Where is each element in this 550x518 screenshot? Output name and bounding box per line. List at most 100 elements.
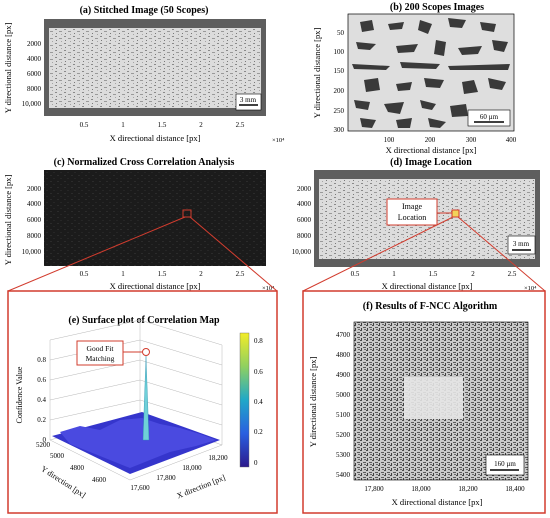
panel-f-ytick: 5100	[336, 411, 351, 419]
panel-b-xtick: 200	[425, 136, 436, 144]
panel-c-exponent: ×10⁴	[262, 285, 275, 292]
panel-c-ytick: 6000	[27, 216, 42, 224]
panel-f-xtick: 18,400	[505, 485, 525, 493]
panel-d-xtick: 1	[392, 270, 396, 278]
panel-e-colorbar-tick: 0	[254, 459, 258, 467]
panel-f-yticks: 4700 4800 4900 5000 5100 5200 5300 5400	[336, 331, 351, 479]
panel-f-scalebar-label: 160 µm	[494, 460, 516, 468]
panel-e-ztick: 0.4	[37, 396, 46, 404]
panel-b-scalebar-label: 60 µm	[480, 113, 499, 121]
panel-a-scalebar-label: 3 mm	[240, 96, 257, 104]
panel-f-ytick: 5200	[336, 431, 351, 439]
panel-a-ylabel: Y directional distance [px]	[3, 23, 13, 114]
panel-f-matched-region	[404, 377, 463, 419]
panel-f: (f) Results of F-NCC Algorithm 160 µm 47…	[302, 290, 546, 514]
panel-e-ytick: 4800	[70, 464, 85, 472]
connector-d-to-f-right	[457, 216, 546, 292]
panel-c-xtick: 1	[121, 270, 125, 278]
panel-f-ytick: 5400	[336, 471, 351, 479]
panel-e-frame	[7, 290, 278, 514]
panel-a-ytick: 6000	[27, 70, 42, 78]
panel-c-xlabel: X directional distance [px]	[110, 281, 201, 291]
panel-b-xtick: 100	[384, 136, 395, 144]
panel-e-xtick: 17,800	[156, 474, 176, 482]
panel-e-peak-marker	[142, 348, 150, 356]
panel-c-xtick: 2.5	[236, 270, 245, 278]
panel-d-ytick: 2000	[297, 185, 312, 193]
panel-a-stitched-image	[49, 28, 261, 108]
panel-d-xlabel: X directional distance [px]	[382, 281, 473, 291]
panel-d-ytick: 6000	[297, 216, 312, 224]
panel-a-xtick: 0.5	[80, 121, 89, 129]
panel-a-xlabel: X directional distance [px]	[110, 133, 201, 143]
panel-d-xticks: 0.5 1 1.5 2 2.5	[351, 270, 517, 278]
panel-a-title: (a) Stitched Image (50 Scopes)	[80, 5, 209, 16]
panel-f-xtick: 17,800	[364, 485, 384, 493]
panel-c-correlation-map	[44, 170, 266, 266]
panel-b-ytick: 200	[334, 87, 345, 95]
connector-c-to-e-left	[7, 216, 186, 292]
panel-d-scalebar-label: 3 mm	[513, 240, 530, 248]
panel-c-ytick: 4000	[27, 200, 42, 208]
panel-e-callout-line1: Good Fit	[87, 344, 115, 353]
panel-e-colorbar-tick: 0.2	[254, 428, 263, 436]
panel-a-ytick: 8000	[27, 85, 42, 93]
panel-c-ytick: 8000	[27, 232, 42, 240]
panel-d-ytick: 8000	[297, 232, 312, 240]
panel-b-yticks: 50 100 150 200 250 300	[334, 29, 345, 134]
panel-d-callout-line2: Location	[398, 213, 426, 222]
panel-c-ytick: 2000	[27, 185, 42, 193]
panel-a-xtick: 1.5	[158, 121, 167, 129]
panel-c-match-box	[182, 209, 192, 218]
panel-f-ytick: 4700	[336, 331, 351, 339]
panel-c-xtick: 2	[199, 270, 203, 278]
panel-b-ytick: 100	[334, 48, 345, 56]
connector-c-to-e-right	[189, 216, 278, 292]
panel-b-xlabel: X directional distance [px]	[386, 145, 477, 155]
panel-b: (b) 200 Scopes Images	[312, 2, 517, 155]
panel-f-xtick: 18,000	[411, 485, 431, 493]
panel-c: (c) Normalized Cross Correlation Analysi…	[3, 157, 275, 292]
panel-e-ztick: 0.6	[37, 376, 46, 384]
panel-d-xtick: 2.5	[508, 270, 517, 278]
panel-e-ytick: 4600	[92, 476, 107, 484]
panel-f-ytick: 5000	[336, 391, 351, 399]
panel-e: (e) Surface plot of Correlation Map	[7, 290, 278, 514]
panel-c-xtick: 0.5	[80, 270, 89, 278]
panel-f-title: (f) Results of F-NCC Algorithm	[363, 301, 498, 312]
panel-e-colorbar	[239, 332, 250, 468]
panel-f-ylabel: Y directional distance [px]	[308, 357, 318, 448]
panel-e-xtick: 18,000	[182, 464, 202, 472]
panel-d-callout-box	[386, 198, 438, 226]
panel-c-ytick: 10,000	[22, 248, 42, 256]
panel-a-exponent: ×10⁴	[272, 137, 285, 144]
panel-e-ztick: 0.2	[37, 416, 46, 424]
panel-e-xtick: 17,600	[130, 484, 150, 492]
panel-a-ytick: 10,000	[22, 100, 42, 108]
panel-d: (d) Image Location Image Location 3 mm 2…	[292, 157, 540, 292]
panel-e-ytick: 5000	[50, 452, 65, 460]
panel-c-title: (c) Normalized Cross Correlation Analysi…	[54, 157, 235, 168]
panel-e-zticks: 0 0.2 0.4 0.6 0.8	[37, 356, 46, 444]
panel-a-ytick: 4000	[27, 55, 42, 63]
panel-a-scalebar-box	[235, 93, 262, 111]
panel-e-zlabel: Confidence Value	[15, 366, 24, 423]
panel-b-xtick: 400	[506, 136, 517, 144]
panel-f-xlabel: X directional distance [px]	[392, 497, 483, 507]
panel-f-ytick: 4900	[336, 371, 351, 379]
panel-d-yticks: 2000 4000 6000 8000 10,000	[292, 185, 312, 256]
panel-e-ytick: 5200	[36, 441, 51, 449]
panel-e-correlation-peak	[142, 355, 150, 441]
panel-a-ytick: 2000	[27, 40, 42, 48]
panel-b-xticks: 100 200 300 400	[384, 136, 517, 144]
panel-c-ylabel: Y directional distance [px]	[3, 175, 13, 266]
panel-b-ytick: 300	[334, 126, 345, 134]
panel-e-ztick: 0.8	[37, 356, 46, 364]
panel-f-xtick: 18,200	[458, 485, 478, 493]
panel-b-ytick: 150	[334, 67, 345, 75]
panel-b-ytick: 250	[334, 107, 345, 115]
panel-e-colorbar-tick: 0.4	[254, 398, 263, 406]
panel-d-exponent: ×10⁴	[524, 285, 537, 292]
panel-c-xticks: 0.5 1 1.5 2 2.5	[80, 270, 245, 278]
